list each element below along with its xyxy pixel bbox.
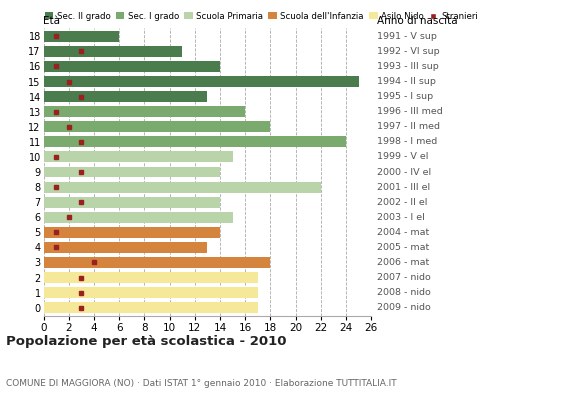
- Bar: [44, 166, 220, 178]
- Text: 1992 - VI sup: 1992 - VI sup: [377, 47, 440, 56]
- Bar: [44, 31, 119, 42]
- Text: 2006 - mat: 2006 - mat: [377, 258, 429, 267]
- Bar: [44, 46, 182, 57]
- Text: 2005 - mat: 2005 - mat: [377, 243, 429, 252]
- Bar: [44, 212, 233, 223]
- Text: Età: Età: [44, 16, 60, 26]
- Bar: [44, 272, 258, 283]
- Text: 2009 - nido: 2009 - nido: [377, 303, 431, 312]
- Bar: [44, 106, 245, 117]
- Bar: [44, 227, 220, 238]
- Bar: [44, 61, 220, 72]
- Bar: [44, 302, 258, 313]
- Text: 1991 - V sup: 1991 - V sup: [377, 32, 437, 41]
- Text: 1995 - I sup: 1995 - I sup: [377, 92, 433, 101]
- Text: 1998 - I med: 1998 - I med: [377, 137, 437, 146]
- Text: 2000 - IV el: 2000 - IV el: [377, 168, 431, 176]
- Bar: [44, 136, 346, 147]
- Text: 1996 - III med: 1996 - III med: [377, 107, 443, 116]
- Text: 2001 - III el: 2001 - III el: [377, 182, 430, 192]
- Text: 1993 - III sup: 1993 - III sup: [377, 62, 438, 71]
- Text: COMUNE DI MAGGIORA (NO) · Dati ISTAT 1° gennaio 2010 · Elaborazione TUTTITALIA.I: COMUNE DI MAGGIORA (NO) · Dati ISTAT 1° …: [6, 379, 396, 388]
- Bar: [44, 91, 208, 102]
- Text: 2008 - nido: 2008 - nido: [377, 288, 431, 297]
- Bar: [44, 242, 208, 253]
- Text: 2004 - mat: 2004 - mat: [377, 228, 429, 237]
- Text: Anno di nascita: Anno di nascita: [377, 16, 458, 26]
- Bar: [44, 287, 258, 298]
- Text: 1994 - II sup: 1994 - II sup: [377, 77, 436, 86]
- Bar: [44, 197, 220, 208]
- Bar: [44, 152, 233, 162]
- Text: 2003 - I el: 2003 - I el: [377, 213, 425, 222]
- Bar: [44, 121, 270, 132]
- Bar: [44, 182, 321, 192]
- Text: Popolazione per età scolastica - 2010: Popolazione per età scolastica - 2010: [6, 335, 287, 348]
- Text: 2002 - II el: 2002 - II el: [377, 198, 427, 207]
- Text: 1999 - V el: 1999 - V el: [377, 152, 429, 162]
- Bar: [44, 257, 270, 268]
- Legend: Sec. II grado, Sec. I grado, Scuola Primaria, Scuola dell'Infanzia, Asilo Nido, : Sec. II grado, Sec. I grado, Scuola Prim…: [45, 12, 478, 21]
- Text: 1997 - II med: 1997 - II med: [377, 122, 440, 131]
- Bar: [44, 76, 358, 87]
- Text: 2007 - nido: 2007 - nido: [377, 273, 431, 282]
